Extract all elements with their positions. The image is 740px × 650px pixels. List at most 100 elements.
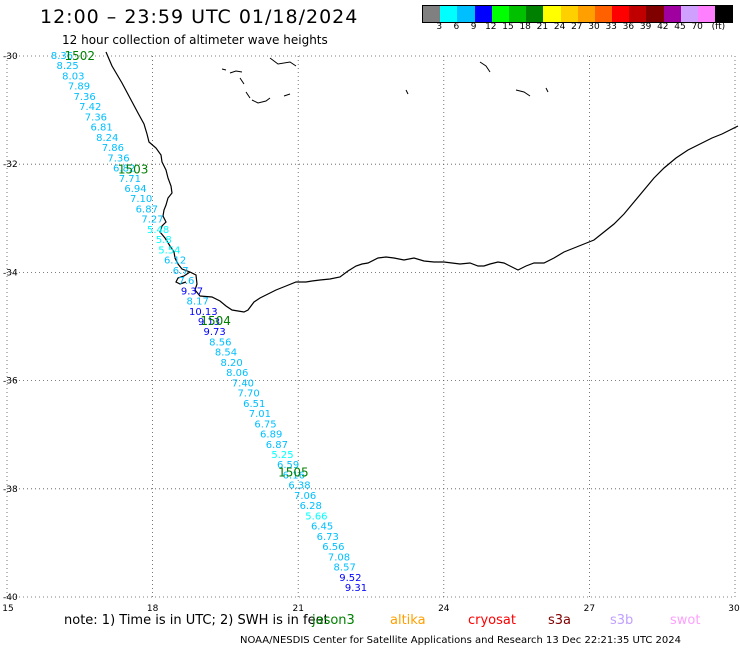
- wave-height-label: 8.03: [62, 71, 84, 82]
- wave-height-label: 7.27: [141, 215, 163, 226]
- island-shapes: [221, 57, 549, 104]
- color-legend-swatch: [594, 6, 613, 22]
- wave-height-label: 10.13: [189, 307, 218, 318]
- wave-height-label: 6.51: [243, 399, 265, 410]
- y-tick-label: -36: [3, 377, 18, 387]
- y-tick-label: -32: [3, 160, 18, 170]
- color-legend-label: 33: [605, 22, 617, 32]
- wave-height-label: 5.8: [156, 235, 172, 246]
- wave-height-label: 6.82: [113, 164, 135, 175]
- page-subtitle: 12 hour collection of altimeter wave hei…: [62, 33, 328, 47]
- wave-height-label: 9.52: [339, 573, 361, 584]
- y-tick-label: -38: [3, 485, 18, 495]
- x-tick-label: 18: [147, 604, 159, 614]
- y-axis-ticks: -30 -32 -34 -36 -38 -40: [3, 52, 18, 603]
- wave-height-label: 7.36: [85, 112, 107, 123]
- pass-number-label: 1502: [65, 49, 96, 63]
- x-tick-label: 30: [728, 604, 740, 614]
- color-legend-swatch: [423, 6, 441, 22]
- wave-height-label: 8.06: [226, 368, 248, 379]
- wave-height-label: 7.42: [79, 102, 101, 113]
- wave-height-label: 5.48: [147, 225, 169, 236]
- color-legend-label: 24: [553, 22, 566, 32]
- wave-height-label: 7.70: [237, 389, 259, 400]
- color-legend-label: 18: [519, 22, 531, 32]
- pass-labels: 1502 1503 1504 1505: [65, 49, 309, 480]
- map-gridlines: [6, 55, 736, 598]
- color-legend-label: 30: [588, 22, 600, 32]
- x-axis-ticks: 15 18 21 24 27 30: [2, 604, 740, 614]
- color-legend-label: 12: [485, 22, 497, 32]
- altimeter-track: 8.368.258.037.897.367.427.366.818.247.86…: [51, 51, 367, 594]
- wave-height-label: 8.57: [334, 563, 356, 574]
- wave-height-label: 7.36: [107, 153, 129, 164]
- color-legend-swatch: [680, 6, 698, 22]
- wave-height-label: 9.13: [198, 317, 220, 328]
- color-legend-label: 15: [502, 22, 514, 32]
- color-legend-label: 42: [657, 22, 669, 32]
- satellite-legend-item: cryosat: [468, 613, 516, 628]
- x-tick-label: 24: [438, 604, 450, 614]
- color-legend-swatch: [577, 6, 595, 22]
- wave-height-label: 6.45: [311, 522, 333, 533]
- credit-line: NOAA/NESDIS Center for Satellite Applica…: [240, 635, 682, 646]
- coastline-south-africa: [105, 51, 739, 313]
- wave-height-label: 9.31: [345, 583, 367, 594]
- color-legend-bar: [422, 5, 734, 23]
- color-legend-label: 27: [571, 22, 583, 32]
- wave-height-label: 7.01: [249, 409, 271, 420]
- wave-height-label: 6.87: [266, 440, 288, 451]
- color-legend-label: 6: [453, 22, 460, 32]
- color-legend-swatch: [457, 6, 475, 22]
- wave-height-label: 9.37: [181, 286, 203, 297]
- wave-height-label: 7.06: [294, 491, 316, 502]
- x-tick-label: 15: [2, 604, 13, 614]
- wave-height-label: 5.25: [271, 450, 293, 461]
- color-legend-swatch: [715, 6, 733, 22]
- color-legend-swatch: [491, 6, 509, 22]
- wave-height-label: 7.36: [73, 92, 95, 103]
- wave-height-label: 8.17: [187, 297, 209, 308]
- y-tick-label: -30: [3, 52, 18, 62]
- wave-height-label: 7.10: [130, 194, 152, 205]
- color-legend-swatch: [629, 6, 647, 22]
- color-legend-label: 70: [691, 22, 703, 32]
- pass-number-label: 1503: [118, 163, 149, 177]
- wave-height-label: 8.20: [220, 358, 242, 369]
- color-legend-label: 39: [639, 22, 652, 32]
- color-legend-swatch: [646, 6, 664, 22]
- wave-height-label: 6.38: [288, 481, 310, 492]
- pass-number-label: 1504: [200, 314, 231, 328]
- y-tick-label: -40: [3, 593, 18, 603]
- color-legend-swatch: [440, 6, 458, 22]
- wave-height-label: 5.66: [305, 511, 327, 522]
- color-legend-label: (ft): [711, 22, 726, 32]
- wave-height-label: 6.28: [300, 501, 322, 512]
- wave-height-label: 8.25: [57, 61, 79, 72]
- color-legend-label: 21: [536, 22, 549, 32]
- coastline-cape-peninsula: [175, 271, 191, 285]
- satellite-legend-item: s3b: [610, 613, 634, 628]
- wave-height-label: 6.89: [260, 430, 282, 441]
- satellite-legend-item: jason3: [312, 613, 355, 628]
- wave-height-label: 7.86: [102, 143, 124, 154]
- x-tick-label: 21: [292, 604, 303, 614]
- color-legend-swatch: [612, 6, 630, 22]
- wave-height-label: 7.40: [232, 378, 254, 389]
- satellite-legend-item: swot: [670, 613, 701, 628]
- page-title: 12:00 – 23:59 UTC 01/18/2024: [40, 6, 359, 28]
- wave-height-label: 6.7: [173, 266, 189, 277]
- pass-number-label: 1505: [278, 466, 309, 480]
- wave-height-label: 6.56: [322, 542, 344, 553]
- color-legend-swatch: [698, 6, 716, 22]
- footer-note: note: 1) Time is in UTC; 2) SWH is in fe…: [64, 613, 329, 628]
- wave-height-label: 8.56: [209, 337, 231, 348]
- color-legend-label: 9: [470, 22, 477, 32]
- wave-height-label: 8.24: [96, 133, 118, 144]
- wave-height-label: 7.08: [328, 552, 350, 563]
- color-legend-swatch: [508, 6, 527, 22]
- color-legend-swatch: [543, 6, 561, 22]
- wave-height-label: 8.54: [215, 348, 237, 359]
- wave-height-label: 6.94: [124, 184, 146, 195]
